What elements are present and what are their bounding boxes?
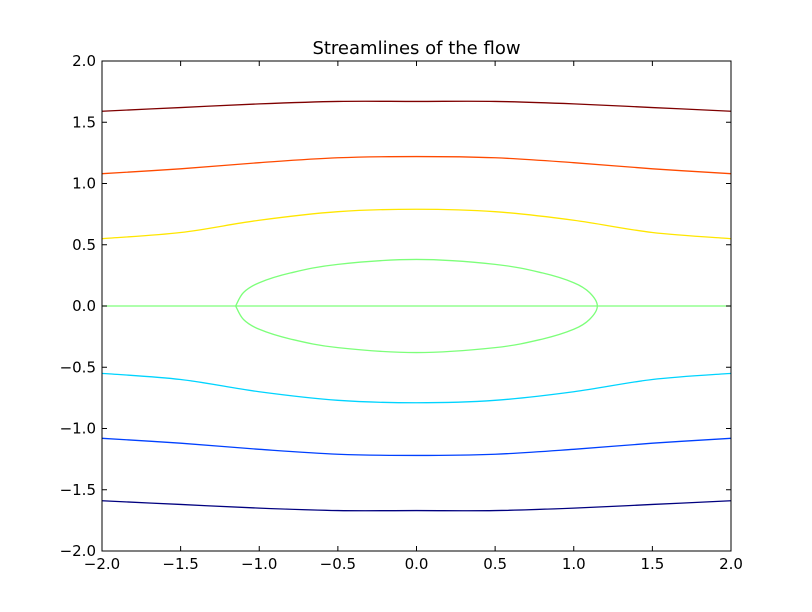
y-tick-label: −1.5 xyxy=(60,481,96,499)
streamline-5 xyxy=(101,372,732,404)
plot-frame xyxy=(101,60,732,552)
x-tick-label: 0.5 xyxy=(483,555,507,573)
chart-title: Streamlines of the flow xyxy=(312,38,520,59)
x-tick-label: 1.5 xyxy=(640,555,664,573)
streamline-2 xyxy=(101,208,732,240)
streamline-1 xyxy=(101,155,732,175)
x-tick-label: −0.5 xyxy=(320,555,356,573)
x-tick-label: 1.0 xyxy=(562,555,586,573)
x-tick-label: 2.0 xyxy=(719,555,743,573)
x-tick-label: −1.0 xyxy=(241,555,277,573)
x-tick-label: −2.0 xyxy=(84,555,120,573)
streamline-7 xyxy=(101,500,732,512)
tick-layer: −2.0 −1.5 −1.0 −0.5 0.0 0.5 1.0 1.5 2.0 −2.0 −1.5 −… xyxy=(60,52,743,573)
x-tick-label: 0.0 xyxy=(405,555,429,573)
y-tick-label: 1.0 xyxy=(72,175,96,193)
y-tick-label: −0.5 xyxy=(60,358,96,376)
series-layer xyxy=(101,100,732,512)
streamline-0 xyxy=(101,100,732,112)
y-tick-label: 2.0 xyxy=(72,52,96,70)
streamline-4 xyxy=(235,258,598,354)
y-tick-label: 1.5 xyxy=(72,113,96,131)
y-tick-label: −2.0 xyxy=(60,542,96,560)
streamline-6 xyxy=(101,437,732,457)
y-tick-label: 0.5 xyxy=(72,236,96,254)
x-tick-label: −1.5 xyxy=(162,555,198,573)
y-tick-label: −1.0 xyxy=(60,420,96,438)
y-tick-label: 0.0 xyxy=(72,297,96,315)
